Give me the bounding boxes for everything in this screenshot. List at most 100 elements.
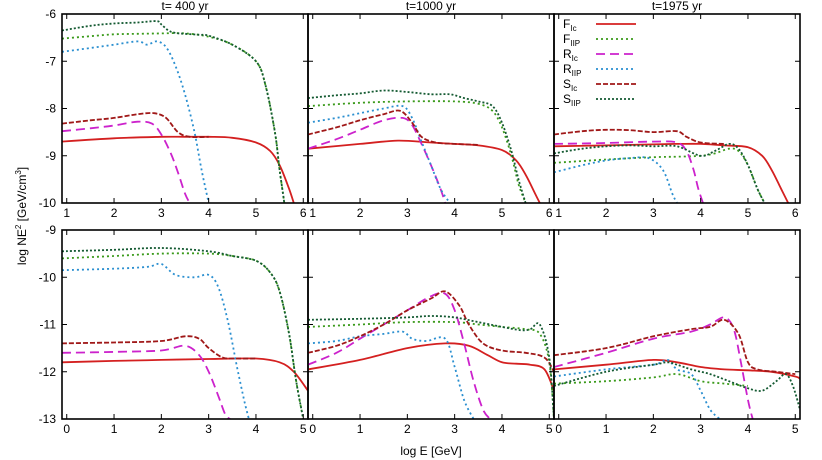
legend-label: FIc: [563, 17, 577, 33]
x-tick-label: 2: [111, 206, 118, 220]
x-tick-label: 5: [792, 422, 799, 436]
y-axis-label-main: log NE: [15, 229, 29, 265]
series-line-r-iip: [308, 104, 451, 203]
x-tick-label: 0: [555, 422, 562, 436]
series-line-s-iip: [62, 247, 305, 419]
x-tick-label: 2: [357, 206, 364, 220]
series-line-r-iip: [62, 40, 210, 203]
series-line-f-iip: [554, 373, 749, 387]
x-tick-label: 1: [555, 206, 562, 220]
x-tick-label: 5: [253, 206, 260, 220]
x-tick-label: 2: [650, 422, 657, 436]
series-line-r-ic: [308, 116, 447, 203]
panel-0-1: 1 2 3 4 5 6: [307, 13, 555, 220]
series-line-f-ic: [62, 135, 295, 203]
x-tick-label: 4: [499, 422, 506, 436]
series-line-f-ic: [554, 142, 790, 203]
y-axis-label-sup1: 2: [14, 224, 23, 229]
plot-frame: [553, 13, 801, 204]
x-tick-label: 6: [546, 206, 553, 220]
series-line-r-ic: [554, 316, 754, 419]
x-tick-label: 2: [404, 422, 411, 436]
legend-entry-f-iip: FIIP: [563, 32, 636, 48]
series-line-r-iip: [308, 330, 475, 419]
legend-entry-s-ic: SIc: [563, 77, 636, 93]
panel-0-2: 1 2 3 4 5 6: [553, 13, 801, 220]
legend-entry-r-iip: RIIP: [563, 62, 636, 78]
series-line-s-iip: [554, 361, 800, 410]
x-tick-label: 3: [697, 422, 704, 436]
y-tick-label: -9: [45, 149, 56, 163]
series-group: [62, 20, 295, 203]
series-line-f-iip: [554, 147, 766, 203]
x-axis-label: log E [GeV]: [400, 444, 461, 458]
x-tick-label: 3: [205, 422, 212, 436]
panel-group: 1 2 3 4 5 6-10-9-8-7-61 2 3 4 5 6 1 2 3 4 5 60 1 2 3 4 5-13-1…: [39, 7, 801, 436]
x-tick-label: 3: [158, 206, 165, 220]
y-tick-label: -8: [45, 102, 56, 116]
y-axis-label-mid: [GeV/cm: [15, 175, 29, 225]
legend-entry-f-ic: FIc: [563, 17, 636, 33]
x-tick-label: 5: [300, 422, 307, 436]
series-line-f-iip: [308, 100, 527, 203]
y-tick-label: -9: [45, 223, 56, 237]
series-line-s-ic: [308, 109, 479, 146]
series-line-f-iip: [62, 252, 305, 419]
x-tick-label: 3: [650, 206, 657, 220]
series-group: [308, 290, 554, 419]
y-tick-label: -13: [39, 412, 57, 426]
series-line-s-iip: [308, 315, 554, 419]
x-tick-label: 4: [451, 206, 458, 220]
series-line-s-ic: [554, 318, 796, 375]
x-tick-label: 0: [309, 422, 316, 436]
x-tick-label: 5: [546, 422, 553, 436]
series-line-s-iip: [62, 20, 286, 203]
panel-1-0: 0 1 2 3 4 5 -13 -12 -11 -10 -9: [39, 223, 309, 436]
series-line-s-ic: [308, 290, 554, 373]
legend-label: RIc: [563, 47, 578, 63]
panel-1-1: 0 1 2 3 4 5: [307, 229, 555, 436]
legend-label: FIIP: [563, 32, 580, 48]
series-line-f-ic: [62, 357, 308, 392]
legend-label: SIc: [563, 77, 577, 93]
series-line-r-iip: [554, 156, 678, 203]
x-tick-label: 6: [300, 206, 307, 220]
column-title-2: t=1975 yr: [652, 0, 702, 13]
x-tick-label: 1: [309, 206, 316, 220]
y-tick-label: -11: [40, 318, 57, 332]
series-line-f-ic: [554, 358, 800, 380]
y-axis-label-sup2: 3: [14, 170, 23, 175]
x-tick-label: 4: [253, 422, 260, 436]
series-line-f-ic: [308, 139, 541, 203]
x-tick-label: 3: [451, 422, 458, 436]
x-tick-label: 1: [357, 422, 364, 436]
series-line-s-iip: [554, 142, 766, 203]
y-tick-label: -6: [45, 7, 56, 21]
x-tick-label: 5: [499, 206, 506, 220]
plot-frame: [61, 229, 309, 420]
y-tick-label: -10: [39, 270, 57, 284]
series-line-r-ic: [62, 344, 231, 419]
legend-entry-r-ic: RIc: [563, 47, 636, 63]
x-tick-label: 1: [603, 422, 610, 436]
x-tick-label: 4: [205, 206, 212, 220]
legend-entry-s-iip: SIIP: [563, 92, 636, 108]
x-tick-label: 4: [745, 422, 752, 436]
series-line-f-ic: [308, 342, 554, 392]
series-line-r-iip: [554, 358, 721, 419]
series-line-r-ic: [554, 140, 704, 203]
series-line-r-ic: [308, 291, 491, 419]
series-line-s-ic: [554, 128, 725, 145]
series-line-s-ic: [62, 335, 257, 360]
x-tick-label: 4: [697, 206, 704, 220]
y-axis-label-end: ]: [15, 167, 29, 170]
x-tick-label: 2: [603, 206, 610, 220]
series-line-r-ic: [62, 120, 191, 203]
x-tick-label: 1: [111, 422, 118, 436]
x-tick-label: 5: [745, 206, 752, 220]
series-line-s-ic: [62, 112, 209, 139]
y-axis-label: log NE2 [GeV/cm3]: [14, 167, 29, 265]
series-line-f-iip: [308, 320, 554, 419]
y-tick-label: -10: [39, 196, 57, 210]
